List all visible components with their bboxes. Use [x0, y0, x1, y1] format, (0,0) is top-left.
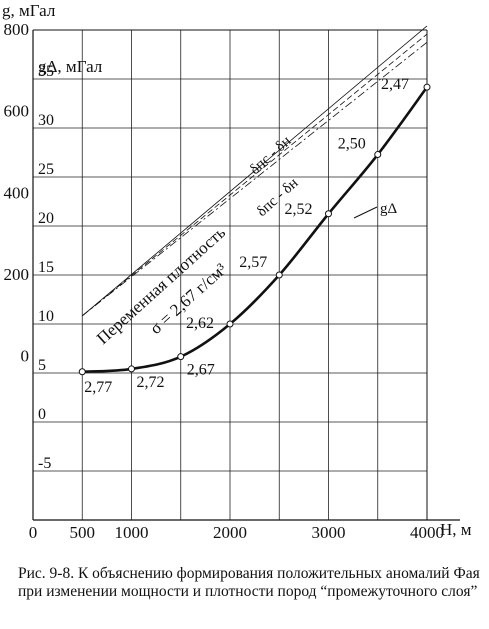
data-label: 2,72 [137, 374, 165, 391]
data-label: 2,50 [338, 136, 366, 153]
x-tick-label: 1000 [115, 523, 149, 540]
series-leader-line [353, 206, 378, 219]
x-tick-label: 4000 [410, 523, 444, 540]
data-label: 2,52 [285, 201, 313, 218]
y2-axis-title: gΔ, мГал [38, 57, 103, 76]
chart: 2,77 2,722,672,622,572,522,502,47 0200400… [2, 1, 472, 540]
series-label: gΔ [380, 201, 398, 217]
grid-lines [32, 29, 460, 521]
y2-tick-label: 5 [38, 357, 46, 374]
y2-tick-label: 0 [38, 406, 46, 423]
data-point [275, 271, 283, 279]
data-point [325, 210, 332, 218]
x-tick-label: 0 [29, 523, 38, 540]
y2-tick-label: 30 [38, 112, 54, 129]
y-tick-label: 800 [4, 20, 30, 39]
data-point [423, 83, 431, 91]
y2-tick-label: -5 [38, 455, 51, 472]
y2-tick-label: 15 [38, 259, 54, 276]
data-label: 2,47 [381, 76, 409, 93]
figure-caption: Рис. 9-8. К объяснению формирования поло… [18, 565, 480, 600]
reference-line [82, 41, 428, 317]
y2-tick-label: 25 [38, 161, 54, 178]
reference-lines [81, 25, 428, 317]
data-point [374, 151, 382, 159]
x-tick-label: 500 [70, 523, 96, 540]
reference-line [81, 25, 428, 317]
series-g-delta: 2,77 2,72 2,67 2,62 2,57 2,52 2,50 2,47 [78, 76, 431, 396]
x-tick-label: 3000 [312, 523, 346, 540]
data-label: 2,57 [239, 254, 267, 271]
y2-tick-label: 35 [38, 63, 54, 80]
data-point [177, 353, 185, 361]
x-axis-title: H, м [440, 520, 472, 539]
y2-tick-label: 10 [38, 308, 54, 325]
annotation-delta-upper: δпс - δн [247, 133, 294, 178]
data-point [128, 365, 135, 373]
reference-line [81, 33, 428, 317]
x-tick-label: 2000 [213, 523, 247, 540]
y-tick-label: 0 [21, 347, 30, 366]
y-axis-title: g, мГал [2, 1, 56, 20]
y-tick-label: 600 [4, 102, 30, 121]
y-tick-label: 200 [4, 265, 30, 284]
data-label: 2,77 [84, 379, 112, 396]
data-label: 2,67 [187, 362, 215, 379]
data-label: 2,62 [186, 315, 214, 332]
data-point [78, 368, 86, 376]
series-line [82, 86, 429, 374]
y2-tick-label: 20 [38, 210, 54, 227]
y-tick-label: 400 [4, 183, 30, 202]
data-point [226, 320, 234, 328]
